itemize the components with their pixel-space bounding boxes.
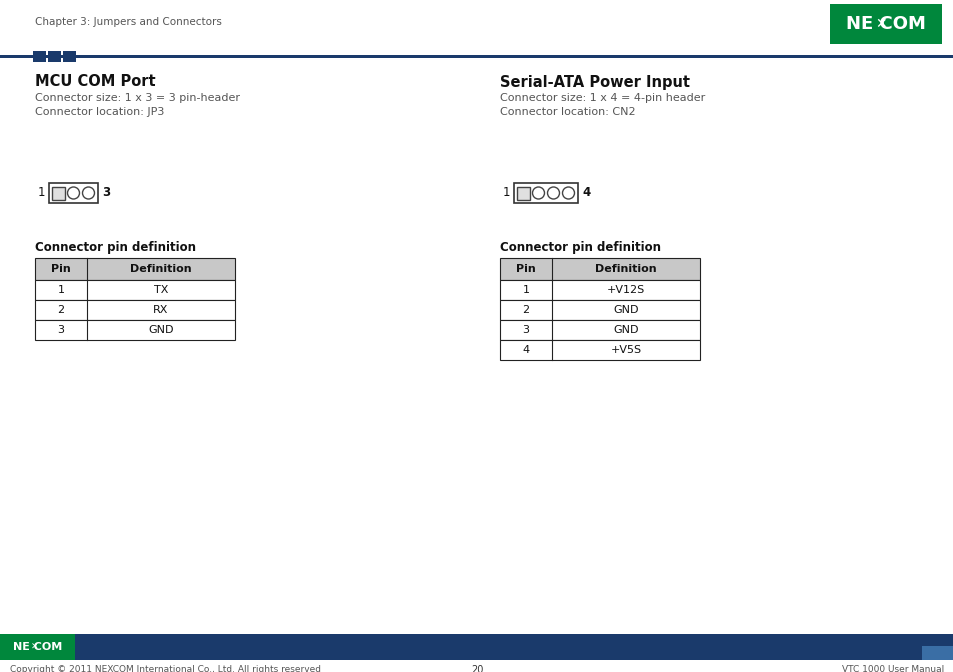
Bar — [35, 280, 234, 300]
Bar — [63, 51, 76, 62]
Bar — [499, 280, 700, 300]
Bar — [48, 51, 61, 62]
Text: Connector location: JP3: Connector location: JP3 — [35, 107, 164, 117]
Text: 1: 1 — [38, 187, 46, 200]
Text: RX: RX — [153, 305, 169, 315]
Text: GND: GND — [148, 325, 173, 335]
Text: TX: TX — [153, 285, 168, 295]
Bar — [35, 320, 234, 340]
Bar — [33, 51, 46, 62]
Text: 4: 4 — [522, 345, 529, 355]
Bar — [0, 55, 953, 58]
Bar — [49, 183, 98, 203]
Bar — [921, 646, 953, 660]
Text: 3: 3 — [522, 325, 529, 335]
Bar — [52, 187, 65, 200]
Text: Serial-ATA Power Input: Serial-ATA Power Input — [499, 75, 689, 89]
Text: 2: 2 — [57, 305, 65, 315]
Text: ✕: ✕ — [30, 642, 38, 651]
Text: 4: 4 — [581, 187, 590, 200]
Circle shape — [532, 187, 544, 199]
Circle shape — [82, 187, 94, 199]
Text: Definition: Definition — [130, 264, 192, 274]
Text: Connector size: 1 x 4 = 4-pin header: Connector size: 1 x 4 = 4-pin header — [499, 93, 704, 103]
Bar — [499, 340, 700, 360]
Text: 1: 1 — [57, 285, 65, 295]
Bar — [514, 183, 578, 203]
Bar — [499, 320, 700, 340]
Bar — [35, 258, 234, 280]
Text: +V12S: +V12S — [606, 285, 644, 295]
Text: GND: GND — [613, 325, 639, 335]
Bar — [829, 4, 941, 44]
Circle shape — [68, 187, 79, 199]
Bar — [517, 187, 530, 200]
Text: 1: 1 — [502, 187, 510, 200]
Text: NE COM: NE COM — [12, 642, 62, 652]
Text: 2: 2 — [522, 305, 529, 315]
Text: MCU COM Port: MCU COM Port — [35, 75, 155, 89]
Bar — [499, 258, 700, 280]
Text: +V5S: +V5S — [610, 345, 640, 355]
Circle shape — [547, 187, 558, 199]
Text: Chapter 3: Jumpers and Connectors: Chapter 3: Jumpers and Connectors — [35, 17, 222, 27]
Text: Pin: Pin — [516, 264, 536, 274]
Text: VTC 1000 User Manual: VTC 1000 User Manual — [841, 665, 943, 672]
Bar — [0, 634, 953, 660]
Text: 3: 3 — [57, 325, 65, 335]
Text: Connector pin definition: Connector pin definition — [35, 241, 195, 255]
Bar — [499, 300, 700, 320]
Text: Connector pin definition: Connector pin definition — [499, 241, 660, 255]
Text: Copyright © 2011 NEXCOM International Co., Ltd. All rights reserved: Copyright © 2011 NEXCOM International Co… — [10, 665, 320, 672]
Bar — [0, 634, 75, 660]
Text: Definition: Definition — [595, 264, 656, 274]
Text: 3: 3 — [102, 187, 110, 200]
Text: Pin: Pin — [51, 264, 71, 274]
Text: NE COM: NE COM — [845, 15, 925, 33]
Text: 20: 20 — [471, 665, 482, 672]
Text: Connector location: CN2: Connector location: CN2 — [499, 107, 635, 117]
Text: ✕: ✕ — [874, 17, 886, 31]
Bar — [35, 300, 234, 320]
Text: GND: GND — [613, 305, 639, 315]
Text: 1: 1 — [522, 285, 529, 295]
Text: Connector size: 1 x 3 = 3 pin-header: Connector size: 1 x 3 = 3 pin-header — [35, 93, 240, 103]
Circle shape — [562, 187, 574, 199]
